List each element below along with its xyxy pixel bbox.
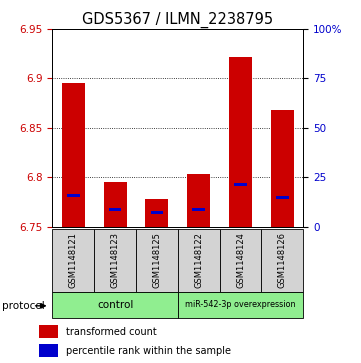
Text: GSM1148125: GSM1148125 bbox=[152, 233, 161, 288]
Text: miR-542-3p overexpression: miR-542-3p overexpression bbox=[185, 301, 296, 309]
Text: protocol: protocol bbox=[2, 301, 44, 311]
Text: GSM1148123: GSM1148123 bbox=[110, 232, 119, 289]
Bar bbox=[52, 229, 94, 292]
Text: transformed count: transformed count bbox=[66, 327, 157, 337]
Bar bbox=[67, 194, 79, 197]
Bar bbox=[178, 292, 303, 318]
Text: control: control bbox=[97, 300, 133, 310]
Bar bbox=[145, 199, 168, 227]
Bar bbox=[52, 292, 178, 318]
Text: GSM1148126: GSM1148126 bbox=[278, 232, 287, 289]
Bar bbox=[187, 175, 210, 227]
Bar bbox=[151, 211, 163, 213]
Bar bbox=[136, 229, 178, 292]
Bar bbox=[192, 208, 205, 211]
Title: GDS5367 / ILMN_2238795: GDS5367 / ILMN_2238795 bbox=[82, 12, 273, 28]
Text: percentile rank within the sample: percentile rank within the sample bbox=[66, 346, 231, 356]
Bar bbox=[104, 182, 127, 227]
Bar bbox=[94, 229, 136, 292]
Bar bbox=[234, 183, 247, 186]
Text: GSM1148122: GSM1148122 bbox=[194, 233, 203, 288]
Bar bbox=[178, 229, 219, 292]
Bar bbox=[39, 325, 58, 338]
Bar bbox=[62, 83, 85, 227]
Text: GSM1148124: GSM1148124 bbox=[236, 233, 245, 288]
Bar bbox=[39, 344, 58, 357]
Bar bbox=[261, 229, 303, 292]
Bar bbox=[229, 57, 252, 227]
Bar bbox=[109, 208, 121, 211]
Bar bbox=[219, 229, 261, 292]
Bar bbox=[271, 110, 294, 227]
Text: GSM1148121: GSM1148121 bbox=[69, 233, 78, 288]
Bar bbox=[276, 196, 289, 199]
